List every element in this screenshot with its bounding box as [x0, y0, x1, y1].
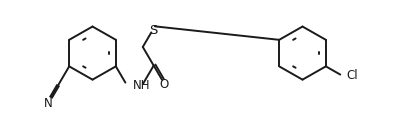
Text: S: S — [149, 24, 157, 37]
Text: NH: NH — [132, 79, 150, 92]
Text: O: O — [159, 77, 169, 90]
Text: Cl: Cl — [346, 68, 358, 81]
Text: N: N — [44, 96, 53, 109]
